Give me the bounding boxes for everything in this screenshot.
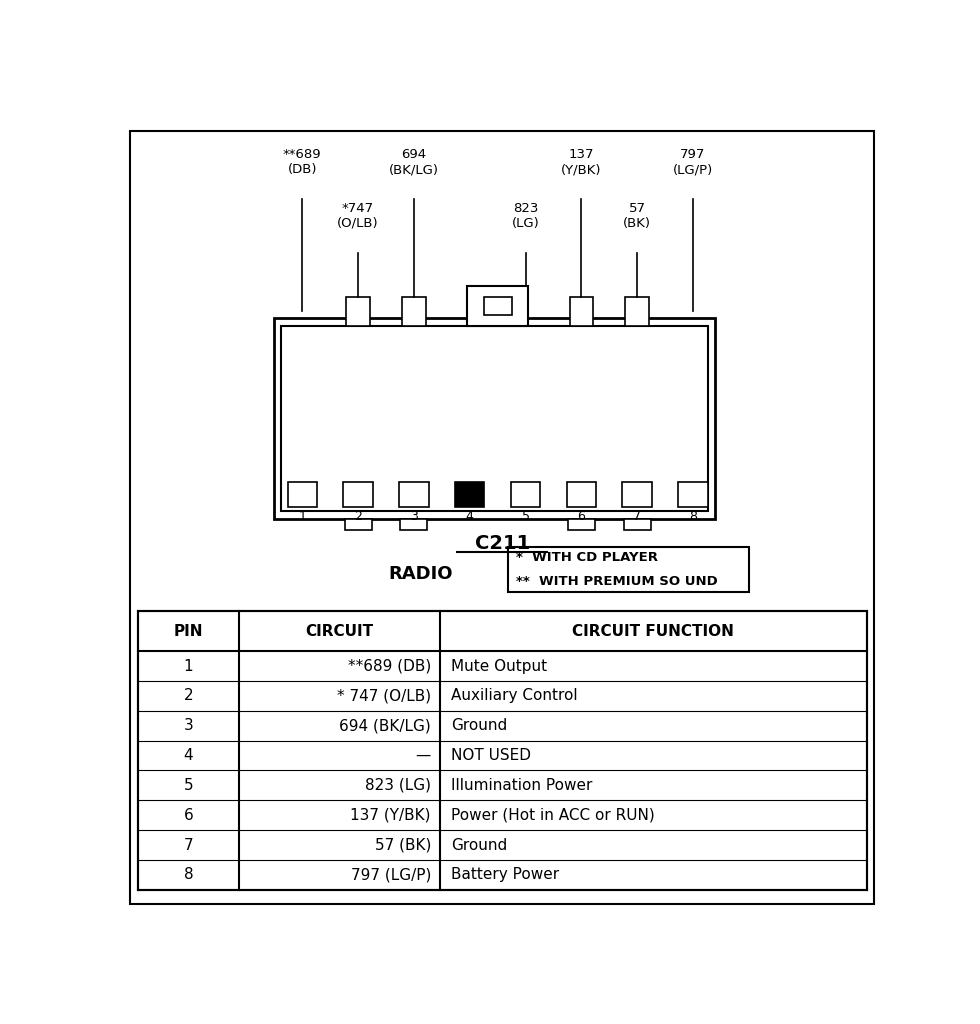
Text: Battery Power: Battery Power (451, 867, 560, 883)
Text: CIRCUIT FUNCTION: CIRCUIT FUNCTION (572, 624, 734, 639)
Text: *747
(O/LB): *747 (O/LB) (337, 202, 379, 230)
Bar (343, 482, 372, 507)
Text: 694
(BK/LG): 694 (BK/LG) (389, 148, 439, 176)
Text: 8: 8 (183, 867, 193, 883)
Text: 137 (Y/BK): 137 (Y/BK) (351, 808, 431, 822)
Text: 8: 8 (689, 510, 697, 523)
Text: **  WITH PREMIUM SO UND: ** WITH PREMIUM SO UND (516, 574, 718, 588)
Bar (567, 519, 595, 530)
Text: —: — (416, 748, 431, 763)
Bar (347, 297, 369, 327)
Text: 6: 6 (183, 808, 193, 822)
Text: 3: 3 (410, 510, 417, 523)
Text: Ground: Ground (451, 838, 508, 853)
Bar (455, 482, 484, 507)
Text: 2: 2 (354, 510, 362, 523)
Text: 797 (LG/P): 797 (LG/P) (351, 867, 431, 883)
Text: 7: 7 (633, 510, 641, 523)
Bar (281, 327, 708, 511)
Text: 823
(LG): 823 (LG) (512, 202, 539, 230)
Text: Ground: Ground (451, 718, 508, 733)
Text: 823 (LG): 823 (LG) (365, 778, 431, 793)
Text: * 747 (O/LB): * 747 (O/LB) (337, 688, 431, 703)
Text: 137
(Y/BK): 137 (Y/BK) (561, 148, 602, 176)
Bar (467, 286, 528, 327)
Text: 2: 2 (183, 688, 193, 703)
Text: NOT USED: NOT USED (451, 748, 531, 763)
Text: PIN: PIN (173, 624, 203, 639)
Text: 1: 1 (183, 658, 193, 674)
Text: 4: 4 (183, 748, 193, 763)
Text: Mute Output: Mute Output (451, 658, 547, 674)
Text: CIRCUIT: CIRCUIT (306, 624, 373, 639)
Bar (566, 482, 596, 507)
Text: 5: 5 (521, 510, 529, 523)
Bar (678, 482, 708, 507)
Text: C211: C211 (474, 534, 530, 553)
Text: 1: 1 (298, 510, 306, 523)
Text: Illumination Power: Illumination Power (451, 778, 593, 793)
Bar (625, 297, 649, 327)
Bar (511, 482, 540, 507)
Bar (399, 482, 428, 507)
Text: 3: 3 (183, 718, 193, 733)
Text: 797
(LG/P): 797 (LG/P) (673, 148, 713, 176)
Text: *  WITH CD PLAYER: * WITH CD PLAYER (516, 552, 659, 564)
Bar (138, 611, 866, 890)
Bar (402, 297, 425, 327)
Bar (345, 519, 371, 530)
Bar (273, 318, 715, 519)
Text: 57 (BK): 57 (BK) (374, 838, 431, 853)
Text: **689
(DB): **689 (DB) (283, 148, 321, 176)
Text: 5: 5 (183, 778, 193, 793)
Text: 6: 6 (577, 510, 585, 523)
Text: Auxiliary Control: Auxiliary Control (451, 688, 578, 703)
Text: 57
(BK): 57 (BK) (623, 202, 651, 230)
Text: Power (Hot in ACC or RUN): Power (Hot in ACC or RUN) (451, 808, 655, 822)
Bar (484, 297, 512, 315)
Bar (287, 482, 317, 507)
Text: 7: 7 (183, 838, 193, 853)
Bar (569, 297, 593, 327)
Text: **689 (DB): **689 (DB) (348, 658, 431, 674)
Text: RADIO: RADIO (389, 565, 453, 583)
Bar (622, 482, 652, 507)
Bar (623, 519, 651, 530)
Text: 694 (BK/LG): 694 (BK/LG) (339, 718, 431, 733)
Text: 4: 4 (466, 510, 473, 523)
Bar (509, 547, 749, 592)
Bar (401, 519, 427, 530)
